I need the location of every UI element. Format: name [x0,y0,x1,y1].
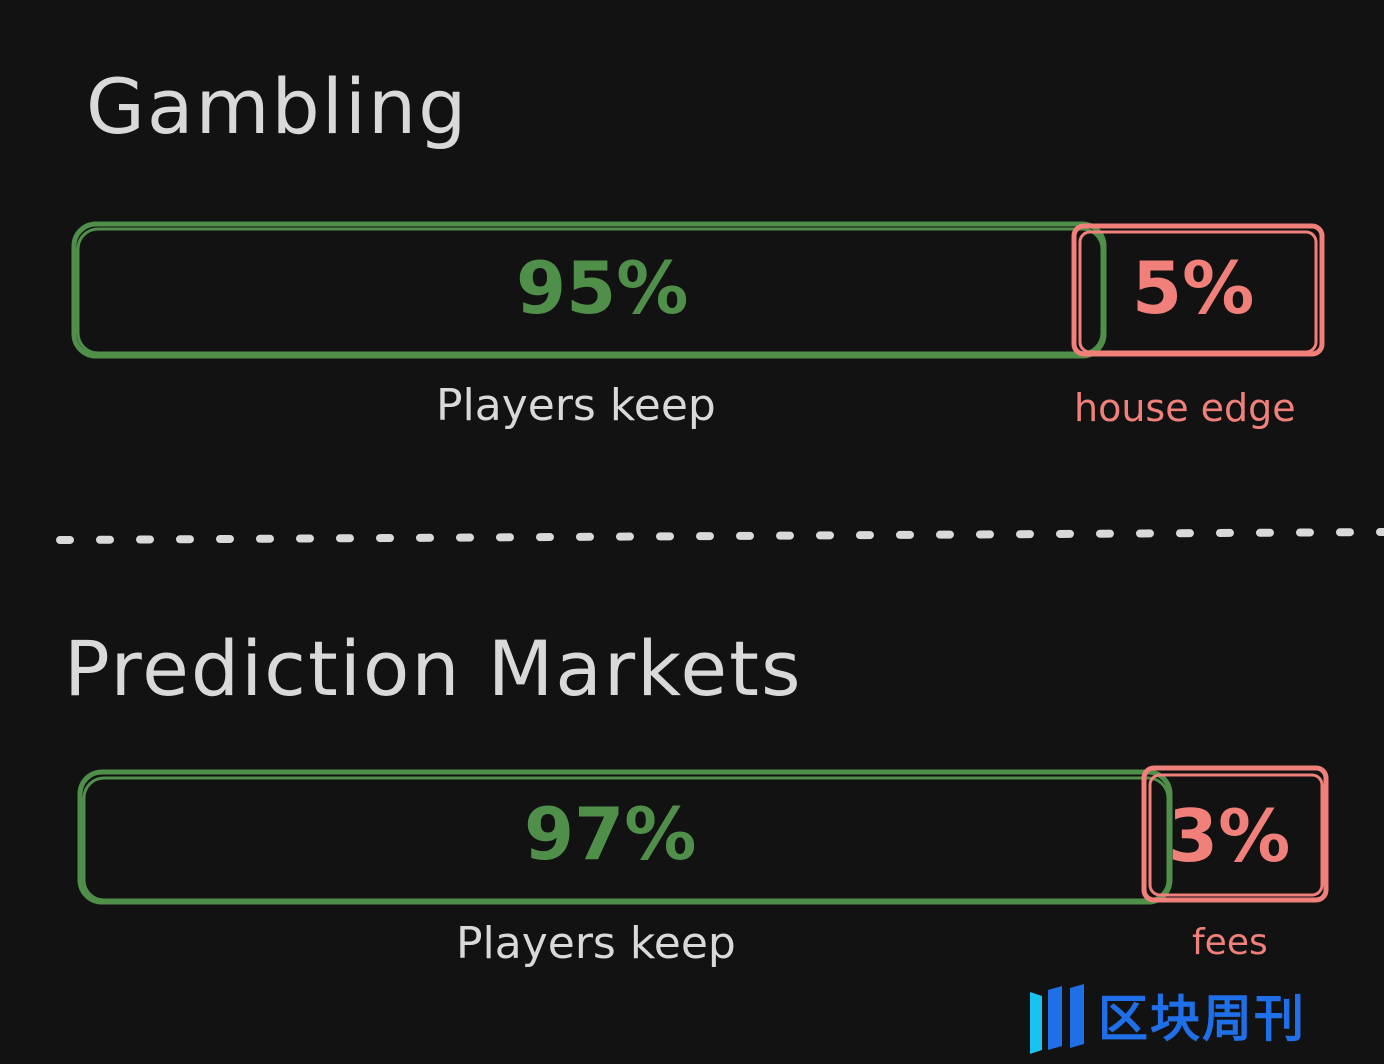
gambling-keep-bar-outline2 [76,227,1104,355]
gambling-title: Gambling [86,62,469,151]
prediction-edge-label: fees [1192,922,1268,963]
section-divider [56,528,1384,544]
watermark: 区块周刊 [1028,984,1306,1054]
gambling-keep-bar [71,221,1107,359]
gambling-edge-box-outline2 [1078,230,1318,354]
block-weekly-logo-icon [1030,984,1084,1054]
gambling-keep-label: Players keep [436,380,716,431]
prediction-keep-label: Players keep [456,918,736,969]
prediction-edge-percent: 3% [1168,794,1291,878]
prediction-keep-bar [77,769,1173,905]
prediction-keep-percent: 97% [524,792,697,876]
prediction-edge-box-outline2 [1148,773,1324,897]
gambling-edge-box [1071,223,1325,357]
watermark-text: 区块周刊 [1098,990,1306,1048]
gambling-keep-percent: 95% [516,246,689,330]
gambling-edge-percent: 5% [1132,246,1255,330]
prediction-edge-box [1141,765,1329,903]
prediction-keep-bar-outline2 [82,776,1170,902]
gambling-edge-label: house edge [1074,386,1296,430]
prediction-title: Prediction Markets [64,624,803,713]
